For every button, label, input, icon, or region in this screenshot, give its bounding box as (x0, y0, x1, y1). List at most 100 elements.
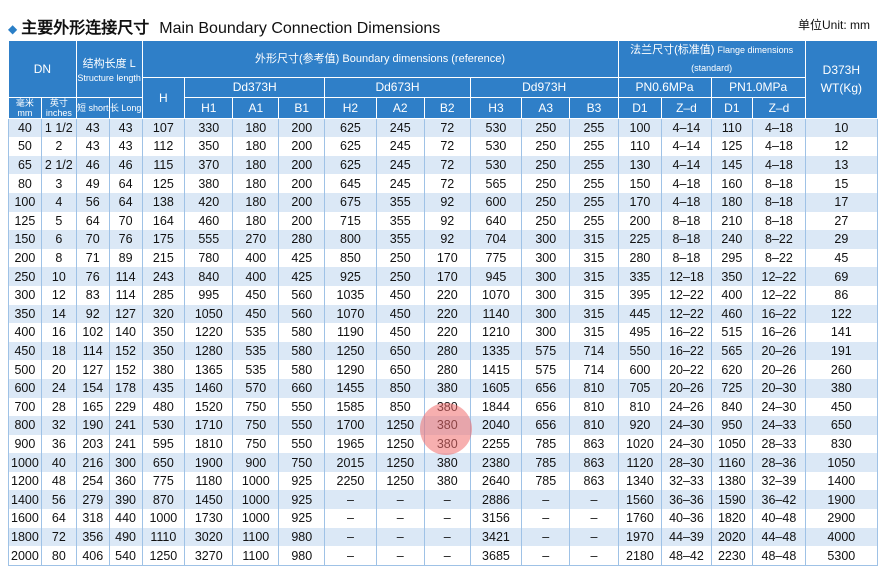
table-cell: 12 (804, 137, 879, 156)
table-cell: 1844 (469, 397, 523, 417)
table-cell: 152 (108, 341, 143, 361)
table-cell: 380 (184, 174, 234, 193)
table-cell: 1810 (184, 434, 234, 454)
table-cell: 925 (278, 471, 326, 491)
table-cell: 28–30 (661, 453, 712, 472)
header-boundary-cn: 外形尺寸(参考值) (255, 53, 340, 65)
table-cell: 36–42 (752, 490, 806, 510)
table-cell: 245 (375, 137, 425, 156)
table-cell: 810 (617, 397, 663, 417)
table-cell: 92 (423, 211, 471, 231)
table-cell: 380 (423, 416, 471, 435)
table-cell: 1760 (617, 509, 663, 528)
table-cell: 56 (40, 490, 77, 510)
table-cell: 714 (569, 341, 619, 361)
table-cell: 3421 (469, 527, 523, 547)
table-cell: 164 (141, 211, 186, 231)
table-cell: 318 (75, 509, 110, 528)
table-cell: 360 (108, 471, 143, 491)
table-cell: 16–22 (661, 341, 712, 361)
table-cell: 580 (278, 341, 326, 361)
table-cell: 92 (75, 304, 110, 324)
table-row: 500 20 127 152 380 1365 535 580 1290 650 280 1415 57… (8, 360, 879, 379)
table-cell: 200 (278, 174, 326, 193)
table-cell: 295 (710, 248, 754, 268)
page-title-cn: 主要外形连接尺寸 (21, 20, 150, 37)
table-cell: 530 (141, 416, 186, 435)
table-cell: 14 (40, 304, 77, 324)
table-cell: 100 (617, 118, 663, 138)
table-cell: 775 (141, 471, 186, 491)
table-cell: 1100 (232, 546, 280, 566)
table-cell: 180 (232, 155, 280, 175)
table-cell: 945 (469, 267, 523, 286)
table-cell: 656 (521, 397, 571, 417)
header-A3: A3 (521, 96, 571, 119)
table-cell: 570 (232, 378, 280, 398)
table-cell: 300 (521, 248, 571, 268)
table-cell: – (423, 546, 471, 566)
table-cell: – (521, 509, 571, 528)
table-cell: 1400 (804, 471, 879, 491)
table-cell: 216 (75, 453, 110, 472)
table-cell: – (324, 509, 377, 528)
table-cell: 72 (423, 155, 471, 175)
table-cell: 200 (278, 155, 326, 175)
table-cell: 4–18 (752, 155, 806, 175)
table-cell: 200 (8, 248, 42, 268)
header-B1: B1 (278, 96, 326, 119)
table-cell: 315 (569, 304, 619, 324)
table-cell: 92 (423, 192, 471, 212)
table-cell: 2040 (469, 416, 523, 435)
table-cell: 650 (375, 341, 425, 361)
header-Zd-pn10: Z–d (752, 96, 806, 119)
table-cell: 565 (710, 341, 754, 361)
table-cell: 530 (469, 118, 523, 138)
table-cell: 170 (617, 192, 663, 212)
header-D1-pn10: D1 (710, 96, 754, 119)
table-cell: – (324, 527, 377, 547)
title-bar: ◆ 主要外形连接尺寸 Main Boundary Connection Dimens… (8, 10, 878, 38)
table-cell: 330 (184, 118, 234, 138)
table-cell: 44–48 (752, 527, 806, 547)
table-cell: 29 (804, 230, 879, 249)
table-cell: 1190 (324, 323, 377, 342)
table-cell: 750 (232, 397, 280, 417)
table-cell: 200 (278, 192, 326, 212)
table-cell: 1800 (8, 527, 42, 547)
table-row: 65 2 1/2 46 46 115 370 180 200 625 245 72 530 250 255… (8, 155, 879, 175)
table-row: 400 16 102 140 350 1220 535 580 1190 450 220 1210 30… (8, 323, 879, 342)
table-cell: 380 (804, 378, 879, 398)
table-cell: 80 (40, 546, 77, 566)
table-cell: 250 (521, 174, 571, 193)
table-cell: 355 (375, 192, 425, 212)
table-cell: 200 (617, 211, 663, 231)
table-cell: 180 (232, 174, 280, 193)
table-cell: 775 (469, 248, 523, 268)
table-cell: 1520 (184, 397, 234, 417)
table-cell: 152 (108, 360, 143, 379)
table-cell: 830 (804, 434, 879, 454)
table-cell: 255 (569, 155, 619, 175)
header-dd973h: Dd973H (469, 77, 619, 98)
table-cell: 250 (375, 248, 425, 268)
table-cell: – (423, 490, 471, 510)
table-cell: 4–18 (752, 118, 806, 138)
table-cell: 560 (278, 285, 326, 305)
table-row: 125 5 64 70 164 460 180 200 715 355 92 640 250 255 200… (8, 211, 879, 231)
table-cell: 300 (521, 285, 571, 305)
table-cell: 40–36 (661, 509, 712, 528)
header-weight-unit: WT(Kg) (820, 81, 862, 96)
table-cell: 12–18 (661, 267, 712, 286)
table-cell: 2250 (324, 471, 377, 491)
table-cell: 243 (141, 267, 186, 286)
table-cell: 840 (184, 267, 234, 286)
table-cell: 1710 (184, 416, 234, 435)
header-flange-cn: 法兰尺寸(标准值) (630, 44, 715, 56)
table-cell: 920 (617, 416, 663, 435)
header-H1: H1 (184, 96, 234, 119)
table-cell: 110 (710, 118, 754, 138)
table-cell: 150 (8, 230, 42, 249)
table-cell: 150 (617, 174, 663, 193)
table-cell: 810 (569, 397, 619, 417)
